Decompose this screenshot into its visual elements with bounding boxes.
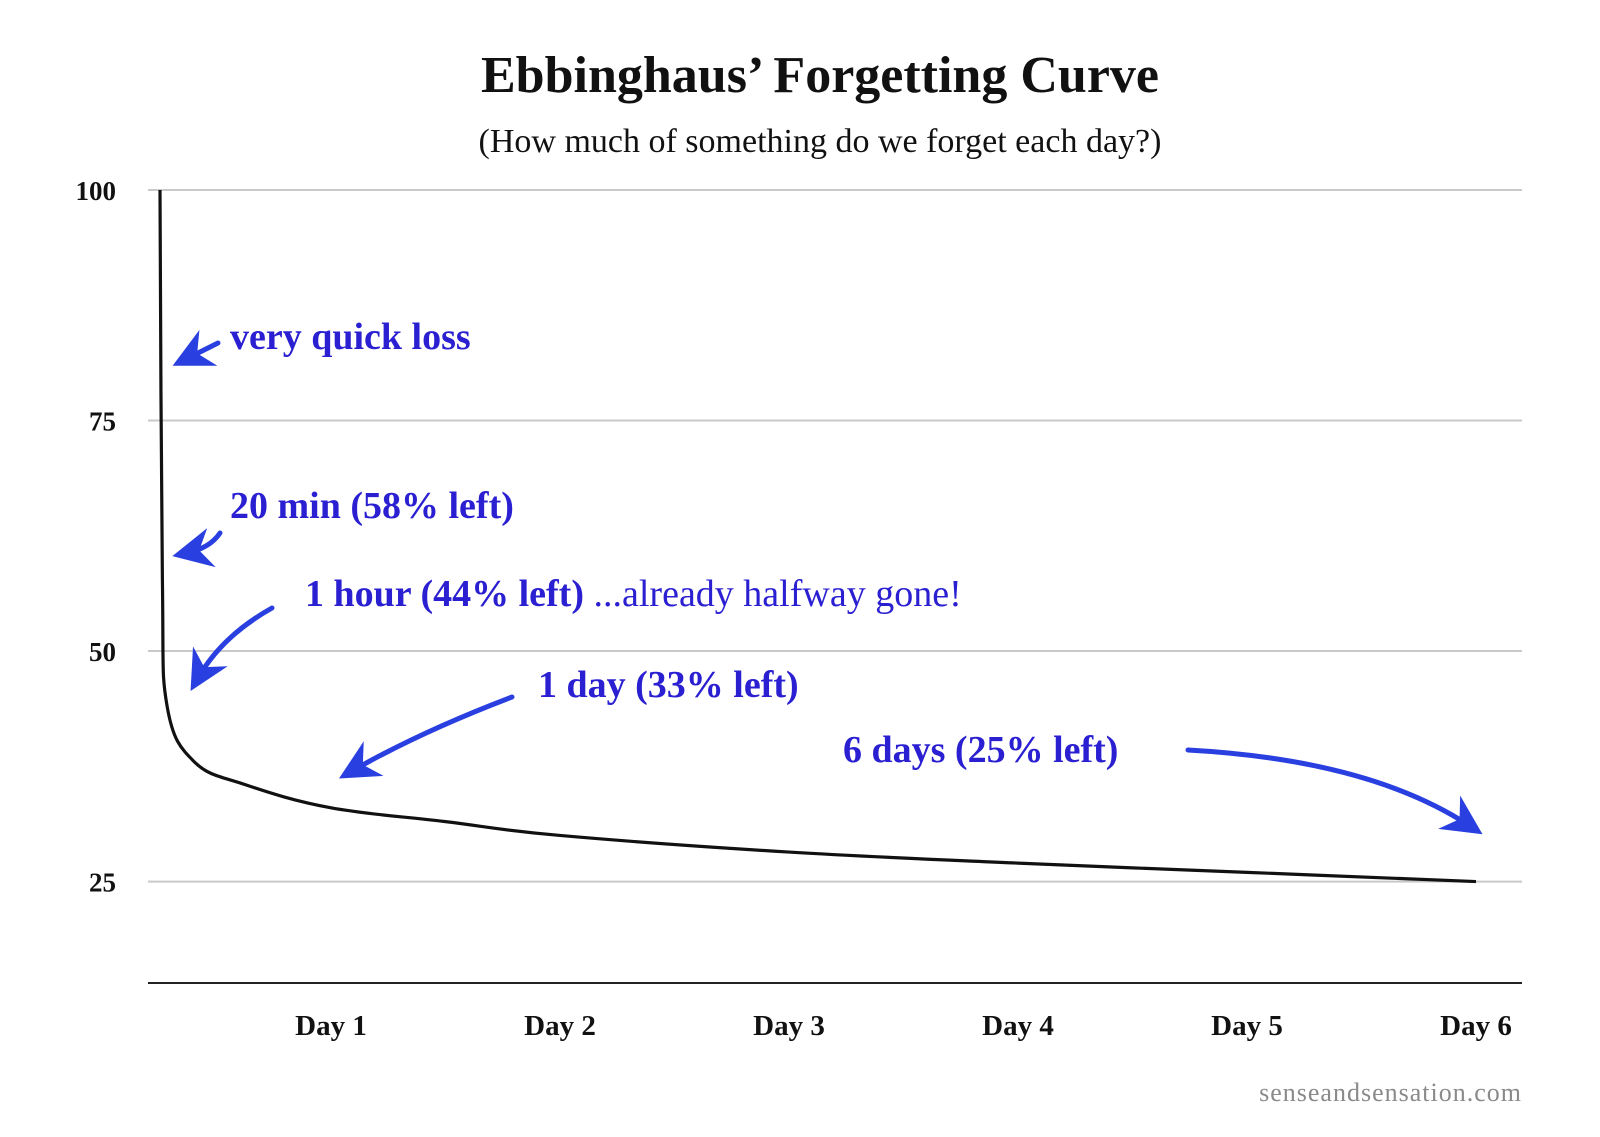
source-credit: senseandsensation.com [1259, 1078, 1522, 1107]
forgetting-curve-line [158, 189, 1477, 884]
x-tick-label-day-1: Day 1 [295, 1010, 367, 1042]
x-tick-label-day-2: Day 2 [524, 1010, 596, 1042]
x-tick-label-day-5: Day 5 [1211, 1010, 1283, 1042]
annotation-20-min-label: 20 min (58% left) [230, 485, 514, 527]
annotation-20-min: 20 min (58% left) [172, 485, 514, 568]
arrow-1-day [338, 694, 515, 779]
arrow-6-days [1185, 747, 1483, 835]
annotation-1-day: 1 day (33% left) [338, 664, 799, 779]
x-tick-labels: Day 1 Day 2 Day 3 Day 4 Day 5 Day 6 [295, 1010, 1512, 1042]
annotation-6-days: 6 days (25% left) [843, 729, 1483, 835]
x-tick-label-day-3: Day 3 [753, 1010, 825, 1042]
y-tick-labels: 100 75 50 25 [76, 176, 117, 898]
annotation-very-quick-loss: very quick loss [172, 316, 471, 366]
arrow-very-quick-loss [172, 329, 221, 366]
annotation-1-day-label: 1 day (33% left) [538, 664, 799, 706]
y-tick-label-25: 25 [89, 868, 116, 898]
annotation-very-quick-loss-label: very quick loss [230, 316, 471, 358]
annotation-1-hour: 1 hour (44% left) ...already halfway gon… [190, 573, 962, 692]
chart-title: Ebbinghaus’ Forgetting Curve [481, 47, 1159, 104]
y-tick-label-75: 75 [89, 407, 116, 437]
x-tick-label-day-4: Day 4 [982, 1010, 1054, 1042]
arrow-20-min [172, 528, 223, 568]
annotation-6-days-label: 6 days (25% left) [843, 729, 1118, 771]
x-tick-label-day-6: Day 6 [1440, 1010, 1512, 1042]
annotation-1-hour-label: 1 hour (44% left) ...already halfway gon… [305, 573, 962, 615]
y-tick-label-50: 50 [89, 637, 116, 667]
y-tick-label-100: 100 [76, 176, 117, 206]
arrow-1-hour [190, 605, 275, 692]
chart-subtitle: (How much of something do we forget each… [479, 123, 1162, 160]
gridlines [148, 189, 1522, 883]
